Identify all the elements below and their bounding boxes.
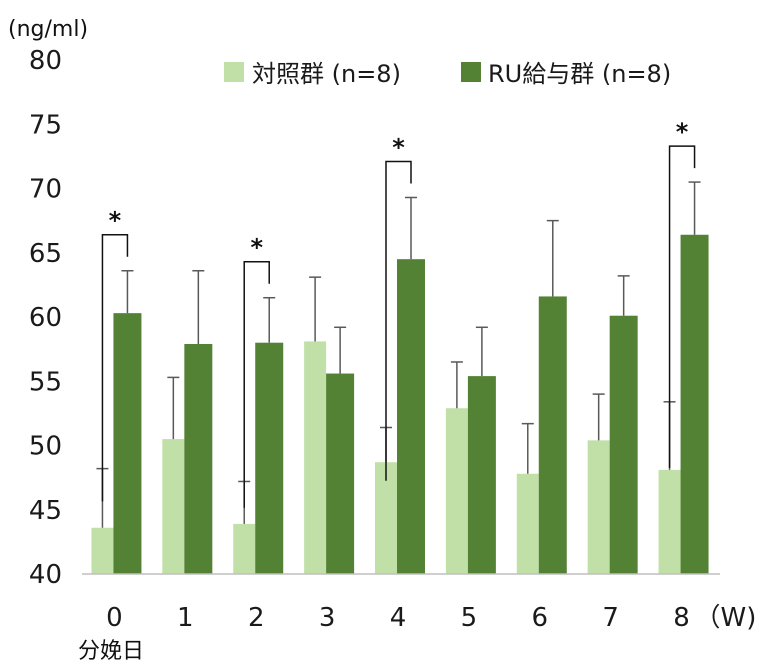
bar-control [91,527,114,574]
significance-bracket [101,233,129,502]
significance-marker: * [676,118,689,146]
bar-ru [397,259,425,574]
significance-marker: * [250,234,263,262]
y-tick-label: 45 [29,496,62,526]
bar-ru [680,234,709,574]
significance-marker: * [392,133,405,161]
significance-bracket [243,260,270,508]
y-tick-label: 40 [29,560,62,590]
bar-control [375,462,397,574]
significance-group: * * * * [101,118,696,508]
y-tick-label: 75 [29,110,62,140]
bar-control [162,439,185,574]
y-tick-label: 50 [29,432,62,462]
bars-group [91,234,709,574]
legend-swatch-ru [461,62,481,82]
x-tick-label: 8 [673,603,690,633]
bar-control [516,473,539,574]
x-sublabel: 分娩日 [78,639,144,664]
bar-ru [538,296,567,574]
legend: 対照群 (n=8) RU給与群 (n=8) [224,60,671,88]
bar-ru [113,313,142,574]
bar-control [304,341,327,574]
bar-control [587,440,610,574]
y-tick-label: 65 [29,239,62,269]
x-tick-label: 0 [106,603,123,633]
legend-swatch-control [224,62,244,82]
significance-marker: * [109,207,122,235]
bar-control [658,469,681,574]
legend-label-ru: RU給与群 (n=8) [488,60,671,88]
bar-ru [326,373,355,574]
x-tick-label: 2 [248,603,265,633]
y-tick-label: 55 [29,367,62,397]
y-tick-label: 80 [29,46,62,76]
y-unit-label: (ng/ml) [8,17,88,42]
bar-control [233,523,256,574]
x-tick-label: 7 [602,603,619,633]
bar-ru [467,376,496,574]
y-tick-label: 60 [29,303,62,333]
bar-ru [184,343,213,574]
x-tick-label: 4 [390,603,407,633]
significance-bracket [385,160,412,481]
legend-label-control: 対照群 (n=8) [252,60,401,88]
x-tick-label: 5 [461,603,478,633]
x-tick-label: 6 [532,603,549,633]
x-tick-label: 1 [177,603,194,633]
bar-ru [609,315,638,574]
bar-control [445,408,468,574]
x-axis-ticks: 0 1 2 3 4 5 6 7 8 [106,603,690,633]
bar-ru [255,342,284,574]
y-tick-label: 70 [29,175,62,205]
significance-bracket [668,145,696,468]
y-axis-ticks: 40 45 50 55 60 65 70 75 80 [29,46,62,590]
x-tick-label: 3 [319,603,336,633]
x-unit-label: （W) [695,603,757,633]
